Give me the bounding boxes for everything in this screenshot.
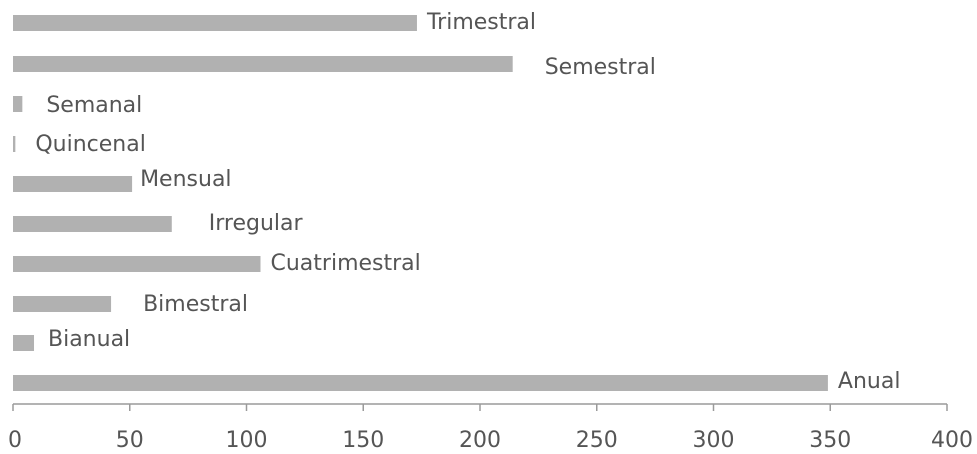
bar-anual <box>13 375 828 391</box>
bar-label-semestral: Semestral <box>545 55 656 80</box>
bar-label-mensual: Mensual <box>140 167 231 192</box>
bar-label-quincenal: Quincenal <box>35 132 145 157</box>
x-tick-label: 350 <box>809 428 851 453</box>
bar-group <box>13 15 828 391</box>
bar-label-bimestral: Bimestral <box>143 292 248 317</box>
bar-label-trimestral: Trimestral <box>426 10 536 35</box>
x-tick-label: 300 <box>693 428 735 453</box>
bar-cuatrimestral <box>13 256 261 272</box>
x-axis-ticks: 0 50 100 150 200 250 300 350 400 <box>8 404 973 453</box>
bar-irregular <box>13 216 172 232</box>
x-tick-label: 0 <box>8 428 22 453</box>
bar-label-bianual: Bianual <box>48 327 130 352</box>
bar-label-irregular: Irregular <box>209 211 304 236</box>
x-tick-label: 250 <box>576 428 618 453</box>
x-tick-label: 100 <box>226 428 268 453</box>
bar-semanal <box>13 96 23 112</box>
bar-quincenal <box>13 136 16 152</box>
bar-semestral <box>13 56 513 72</box>
bar-label-semanal: Semanal <box>46 93 142 118</box>
bar-label-group: Trimestral Semestral Semanal Quincenal Mensu… <box>35 10 900 394</box>
bar-bimestral <box>13 296 112 312</box>
x-tick-label: 200 <box>459 428 501 453</box>
bar-label-anual: Anual <box>838 369 901 394</box>
bar-trimestral <box>13 15 417 31</box>
x-tick-label: 150 <box>342 428 384 453</box>
bar-label-cuatrimestral: Cuatrimestral <box>271 251 421 276</box>
bar-bianual <box>13 335 35 351</box>
x-tick-label: 50 <box>116 428 144 453</box>
x-tick-label: 400 <box>931 428 973 453</box>
bar-mensual <box>13 176 133 192</box>
